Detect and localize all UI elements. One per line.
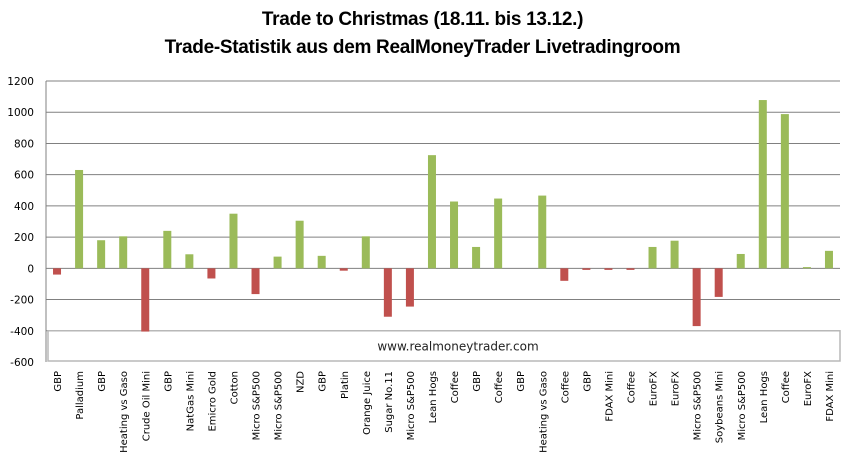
x-tick-label: Coffee xyxy=(450,371,461,403)
x-tick-label: Palladium xyxy=(75,371,86,420)
x-tick-label: GBP xyxy=(582,371,593,392)
chart-title: Trade to Christmas (18.11. bis 13.12.) xyxy=(261,9,584,30)
bar-29 xyxy=(670,240,679,269)
bar-32 xyxy=(736,253,745,269)
x-tick-label: FDAX Mini xyxy=(825,371,836,422)
y-tick-label: -400 xyxy=(10,326,34,338)
x-tick-label: Crude Oil Mini xyxy=(141,371,152,441)
x-tick-label: Lean Hogs xyxy=(759,371,770,423)
bar-20 xyxy=(472,246,481,269)
x-tick-label: Micro S&P500 xyxy=(252,371,263,440)
x-tick-label: Micro S&P500 xyxy=(274,371,285,440)
x-tick-label: Platin xyxy=(340,371,351,399)
y-tick-label: 400 xyxy=(14,201,34,213)
bar-2 xyxy=(75,169,84,269)
bar-31 xyxy=(714,268,723,297)
x-tick-label: Micro S&P500 xyxy=(693,371,704,440)
x-tick-label: NZD xyxy=(296,371,307,393)
bar-36 xyxy=(824,250,833,269)
x-tick-label: EuroFX xyxy=(803,371,814,406)
x-tick-label: FDAX Mini xyxy=(604,371,615,422)
bar-8 xyxy=(207,268,216,279)
y-tick-label: -200 xyxy=(10,295,34,307)
bar-27 xyxy=(626,268,635,270)
x-tick-label: Heating vs Gaso xyxy=(538,371,549,453)
bar-28 xyxy=(648,246,657,269)
y-axis-ticks: -600 -400 -200 0 200 400 600 800 1000 1200 xyxy=(7,76,34,369)
x-tick-label: EuroFX xyxy=(671,371,682,406)
x-tick-label: GBP xyxy=(53,371,64,392)
x-tick-label: GBP xyxy=(472,371,483,392)
bar-15 xyxy=(361,236,370,269)
x-tick-label: EuroFX xyxy=(649,371,660,406)
bar-5 xyxy=(141,268,150,332)
x-axis-labels: GBP Palladium GBP Heating vs Gaso Crude Oil … xyxy=(53,371,836,453)
x-tick-label: Lean Hogs xyxy=(428,371,439,423)
x-tick-label: Heating vs Gaso xyxy=(119,371,130,453)
bar-26 xyxy=(604,268,613,270)
y-tick-label: 1200 xyxy=(7,76,34,88)
bar-6 xyxy=(163,230,172,269)
y-tick-label: 0 xyxy=(27,263,34,275)
x-tick-label: Sugar No.11 xyxy=(384,371,395,433)
x-tick-label: Coffee xyxy=(781,371,792,403)
y-tick-label: 800 xyxy=(14,138,34,150)
x-tick-label: Micro S&P500 xyxy=(406,371,417,440)
x-tick-label: GBP xyxy=(318,371,329,392)
bar-21 xyxy=(494,198,503,269)
bar-1 xyxy=(53,268,62,275)
x-tick-label: GBP xyxy=(163,371,174,392)
x-tick-label: Cotton xyxy=(229,371,240,404)
y-tick-label: 200 xyxy=(14,232,34,244)
watermark-text: www.realmoneytrader.com xyxy=(377,339,538,353)
chart-title-block: Trade to Christmas (18.11. bis 13.12.) T… xyxy=(0,6,845,62)
bar-25 xyxy=(582,268,591,270)
bar-13 xyxy=(317,255,326,269)
bar-4 xyxy=(119,236,128,269)
x-tick-label: Coffee xyxy=(626,371,637,403)
x-tick-label: NatGas Mini xyxy=(185,371,196,431)
y-tick-label: -600 xyxy=(10,357,34,369)
x-tick-label: Emicro Gold xyxy=(207,371,218,432)
bar-30 xyxy=(692,268,701,327)
x-tick-label: Micro S&P500 xyxy=(737,371,748,440)
bar-33 xyxy=(758,100,767,269)
bar-35 xyxy=(802,267,811,269)
bar-24 xyxy=(560,268,569,281)
bar-19 xyxy=(450,201,459,269)
bar-11 xyxy=(273,256,282,269)
x-tick-label: GBP xyxy=(516,371,527,392)
bar-10 xyxy=(251,268,260,295)
bar-18 xyxy=(427,155,436,269)
watermark-box xyxy=(47,330,841,362)
x-tick-label: Coffee xyxy=(494,371,505,403)
bar-3 xyxy=(97,240,106,269)
bar-16 xyxy=(383,268,392,317)
bar-14 xyxy=(339,268,348,271)
bar-17 xyxy=(405,268,414,307)
bar-23 xyxy=(538,195,547,269)
x-tick-label: Orange Juice xyxy=(362,371,373,435)
chart-subtitle: Trade-Statistik aus dem RealMoneyTrader … xyxy=(164,37,681,58)
x-tick-label: Coffee xyxy=(560,371,571,403)
bar-34 xyxy=(780,114,789,269)
bar-9 xyxy=(229,213,238,269)
x-tick-label: GBP xyxy=(97,371,108,392)
y-tick-label: 1000 xyxy=(7,107,34,119)
bar-12 xyxy=(295,220,304,269)
bars xyxy=(53,100,833,332)
y-tick-label: 600 xyxy=(14,170,34,182)
bar-7 xyxy=(185,254,194,269)
x-tick-label: Soybeans Mini xyxy=(715,371,726,443)
